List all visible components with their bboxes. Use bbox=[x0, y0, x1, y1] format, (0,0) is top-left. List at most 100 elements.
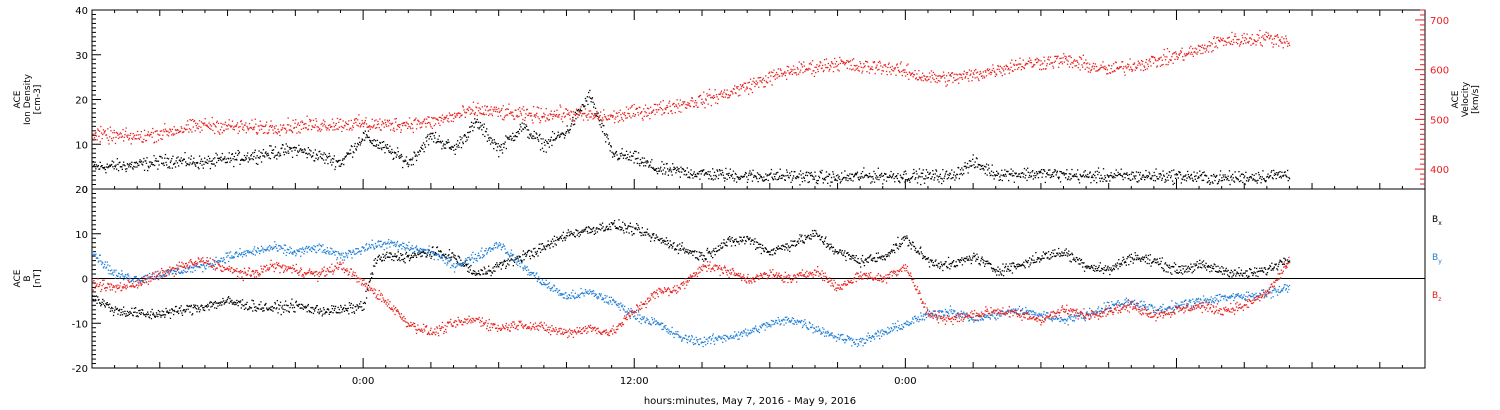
data-point bbox=[117, 163, 119, 165]
data-point bbox=[624, 154, 626, 156]
data-point bbox=[287, 304, 289, 307]
data-point bbox=[747, 82, 749, 84]
data-point bbox=[116, 131, 118, 134]
data-point bbox=[1218, 180, 1220, 183]
data-point bbox=[777, 73, 779, 76]
data-point bbox=[143, 157, 145, 160]
data-point bbox=[123, 306, 125, 308]
data-point bbox=[899, 63, 902, 65]
data-point bbox=[589, 232, 591, 234]
data-point bbox=[940, 77, 942, 79]
data-point bbox=[296, 132, 298, 134]
data-point bbox=[749, 170, 751, 172]
data-point bbox=[617, 228, 619, 230]
data-point bbox=[1099, 68, 1101, 70]
data-point bbox=[776, 179, 778, 181]
data-point bbox=[168, 311, 170, 314]
data-point bbox=[589, 97, 592, 99]
data-point bbox=[645, 112, 647, 114]
data-point bbox=[539, 133, 541, 136]
data-point bbox=[363, 132, 365, 135]
data-point bbox=[1244, 37, 1246, 39]
data-point bbox=[525, 255, 527, 257]
data-point bbox=[1276, 34, 1279, 36]
data-point bbox=[982, 164, 984, 167]
data-point bbox=[504, 260, 506, 262]
data-point bbox=[204, 157, 206, 159]
data-point bbox=[168, 132, 170, 134]
data-point bbox=[208, 160, 210, 162]
data-point bbox=[543, 245, 545, 247]
data-point bbox=[1238, 171, 1240, 173]
data-point bbox=[661, 161, 663, 163]
data-point bbox=[765, 178, 767, 181]
data-point bbox=[1038, 170, 1040, 173]
data-point bbox=[211, 305, 213, 307]
data-point bbox=[1121, 61, 1124, 63]
data-point bbox=[1204, 44, 1206, 46]
data-point bbox=[251, 299, 253, 301]
data-point bbox=[796, 175, 798, 177]
data-point bbox=[1087, 62, 1089, 64]
data-point bbox=[370, 126, 372, 128]
data-point bbox=[636, 158, 638, 160]
data-point bbox=[171, 167, 173, 169]
data-point bbox=[198, 120, 201, 122]
data-point bbox=[446, 120, 449, 122]
data-point bbox=[709, 94, 711, 96]
data-point bbox=[686, 104, 688, 106]
data-point bbox=[332, 312, 334, 314]
data-point bbox=[206, 159, 208, 161]
data-point bbox=[121, 135, 123, 137]
data-point bbox=[932, 173, 934, 175]
data-point bbox=[1070, 63, 1072, 65]
data-point bbox=[376, 259, 378, 261]
data-point bbox=[1288, 44, 1291, 46]
data-point bbox=[693, 173, 695, 175]
data-point bbox=[239, 163, 241, 165]
data-point bbox=[255, 162, 258, 165]
data-point bbox=[142, 141, 144, 143]
data-point bbox=[1131, 171, 1133, 173]
data-point bbox=[605, 118, 607, 120]
data-point bbox=[214, 300, 216, 303]
data-point bbox=[215, 126, 217, 128]
data-point bbox=[472, 110, 474, 112]
data-point bbox=[260, 161, 263, 163]
data-point bbox=[1158, 173, 1160, 175]
data-point bbox=[990, 174, 992, 176]
data-point bbox=[398, 157, 401, 159]
data-point bbox=[594, 232, 597, 234]
data-point bbox=[632, 115, 634, 117]
data-point bbox=[745, 172, 747, 174]
data-point bbox=[641, 232, 643, 234]
data-point bbox=[972, 76, 974, 78]
data-point bbox=[376, 139, 378, 142]
data-point bbox=[300, 128, 303, 130]
data-point bbox=[1110, 68, 1112, 70]
data-point bbox=[278, 151, 280, 153]
data-point bbox=[1285, 174, 1287, 176]
data-point bbox=[627, 153, 629, 156]
data-point bbox=[852, 68, 854, 70]
data-point bbox=[465, 265, 468, 267]
data-point bbox=[460, 259, 462, 261]
data-point bbox=[660, 101, 662, 103]
data-point bbox=[1038, 59, 1040, 62]
data-point bbox=[219, 302, 222, 304]
data-point bbox=[803, 65, 805, 67]
data-point bbox=[550, 139, 552, 141]
data-point bbox=[779, 75, 781, 77]
data-point bbox=[560, 133, 562, 135]
data-point bbox=[594, 114, 596, 116]
data-point bbox=[550, 114, 552, 116]
data-point bbox=[769, 80, 771, 82]
data-point bbox=[1065, 173, 1067, 175]
data-point bbox=[334, 124, 337, 126]
data-point bbox=[637, 224, 639, 226]
data-point bbox=[1142, 69, 1145, 72]
data-point bbox=[480, 112, 482, 115]
data-point bbox=[374, 140, 377, 142]
data-point bbox=[1206, 181, 1208, 184]
data-point bbox=[1241, 34, 1243, 37]
